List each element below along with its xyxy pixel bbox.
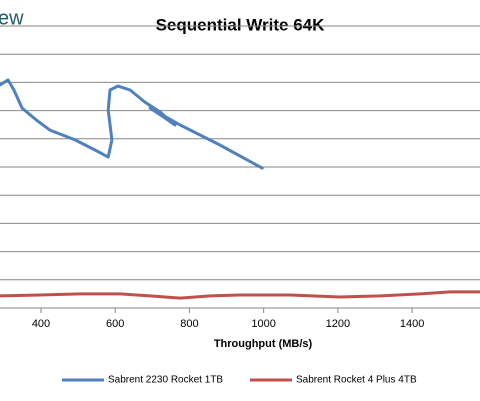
series-line — [0, 290, 480, 300]
x-tick-label: 400 — [32, 318, 50, 330]
x-axis-label: Throughput (MB/s) — [214, 338, 313, 350]
legend-label: Sabrent 2230 Rocket 1TB — [108, 375, 223, 386]
x-tick-label: 1200 — [326, 318, 350, 330]
chart-title: Sequential Write 64K — [156, 15, 326, 34]
x-tick-label: 800 — [180, 318, 198, 330]
x-tick-label: 1400 — [400, 318, 424, 330]
x-tick-label: 600 — [106, 318, 124, 330]
series-line — [0, 78, 264, 170]
x-tick-label: 1000 — [251, 318, 275, 330]
legend-label: Sabrent Rocket 4 Plus 4TB — [296, 375, 417, 386]
logo-text: ew — [0, 7, 24, 29]
